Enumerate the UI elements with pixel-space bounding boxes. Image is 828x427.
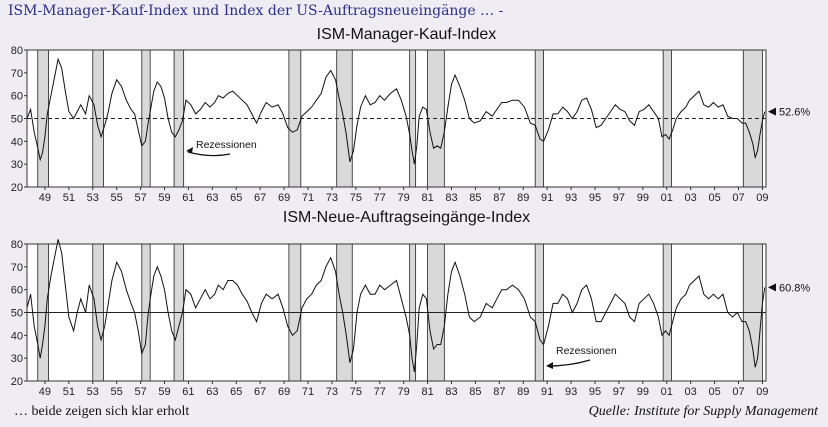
x-tick-label: 75 [350,386,362,398]
x-tick-label: 71 [302,386,314,398]
x-tick-label: 05 [708,386,720,398]
x-tick-label: 65 [230,386,242,398]
x-tick-label: 59 [158,192,170,204]
x-tick-label: 95 [589,386,601,398]
x-tick-label: 93 [565,386,577,398]
y-tick-label: 40 [11,136,23,148]
recession-annotation: Rezessionen [196,139,257,151]
y-tick-label: 20 [11,376,23,388]
last-value-label: 60.8% [779,282,810,294]
x-tick-label: 69 [278,192,290,204]
y-tick-label: 30 [11,159,23,171]
x-tick-label: 67 [254,192,266,204]
x-tick-label: 55 [111,386,123,398]
x-tick-label: 75 [350,192,362,204]
x-tick-label: 73 [326,192,338,204]
x-tick-label: 79 [398,386,410,398]
x-tick-label: 71 [302,192,314,204]
x-tick-label: 97 [613,192,625,204]
x-tick-label: 07 [732,386,744,398]
source-note: Quelle: Institute for Supply Management [588,404,818,419]
x-tick-label: 05 [708,192,720,204]
x-tick-label: 89 [517,386,529,398]
x-tick-label: 65 [230,192,242,204]
x-tick-label: 81 [421,192,433,204]
x-tick-label: 79 [398,192,410,204]
x-tick-label: 73 [326,386,338,398]
series-line [26,57,766,165]
x-tick-label: 63 [206,386,218,398]
x-tick-label: 67 [254,386,266,398]
x-tick-label: 53 [87,386,99,398]
y-tick-label: 60 [11,285,23,297]
x-tick-label: 81 [421,386,433,398]
x-tick-label: 49 [39,386,51,398]
x-tick-label: 49 [39,192,51,204]
x-tick-label: 07 [732,192,744,204]
x-tick-label: 89 [517,192,529,204]
annotation-arrowhead [546,362,553,369]
plot-area [27,50,766,187]
x-tick-label: 57 [134,192,146,204]
x-tick-label: 03 [685,192,697,204]
x-tick-label: 61 [182,386,194,398]
x-tick-label: 03 [685,386,697,398]
series-line [26,239,766,372]
header-title: ISM-Manager-Kauf-Index und Index der US-… [8,3,504,19]
x-tick-label: 69 [278,386,290,398]
y-tick-label: 50 [11,114,23,126]
x-tick-label: 87 [493,192,505,204]
chart-2: 20 30 40 50 60 70 80 49 51 53 55 57 59 61 63 65 67 69 71 73… [11,209,811,398]
annotation-arrowhead [186,147,193,153]
x-tick-label: 57 [134,386,146,398]
x-tick-label: 59 [158,386,170,398]
footer-note: … beide zeigen sich klar erholt [14,404,190,419]
x-tick-label: 91 [541,192,553,204]
chart-title: ISM-Manager-Kauf-Index [317,26,497,43]
annotation-arrow [187,151,231,157]
x-tick-label: 63 [206,192,218,204]
y-tick-label: 50 [11,308,23,320]
x-tick-label: 53 [87,192,99,204]
x-tick-label: 09 [756,192,768,204]
chart-title: ISM-Neue-Auftragseingänge-Index [283,209,530,226]
x-tick-label: 61 [182,192,194,204]
x-tick-label: 83 [445,386,457,398]
x-tick-label: 99 [637,192,649,204]
last-value-arrow [768,107,776,116]
x-tick-label: 77 [374,386,386,398]
x-tick-label: 01 [661,386,673,398]
x-tick-label: 99 [637,386,649,398]
y-tick-label: 80 [11,45,23,57]
y-tick-label: 20 [11,182,23,194]
y-tick-label: 70 [11,68,23,80]
y-tick-label: 60 [11,91,23,103]
x-tick-label: 51 [63,192,75,204]
x-tick-label: 83 [445,192,457,204]
recession-annotation: Rezessionen [556,345,617,357]
x-tick-label: 77 [374,192,386,204]
x-tick-label: 95 [589,192,601,204]
y-tick-label: 30 [11,353,23,365]
x-tick-label: 85 [469,386,481,398]
x-tick-label: 91 [541,386,553,398]
last-value-arrow [768,283,776,292]
x-tick-label: 51 [63,386,75,398]
recession-band [742,49,763,188]
last-value-label: 52.6% [779,107,810,119]
chart-1: 20 30 40 50 60 70 80 49 51 53 55 57 59 61 63 65 67 69 71 73… [11,26,811,204]
y-tick-label: 70 [11,262,23,274]
x-tick-label: 01 [661,192,673,204]
y-tick-label: 80 [11,239,23,251]
x-tick-label: 55 [111,192,123,204]
x-tick-label: 85 [469,192,481,204]
x-tick-label: 93 [565,192,577,204]
x-tick-label: 97 [613,386,625,398]
y-tick-label: 40 [11,330,23,342]
x-tick-label: 87 [493,386,505,398]
x-tick-label: 09 [756,386,768,398]
